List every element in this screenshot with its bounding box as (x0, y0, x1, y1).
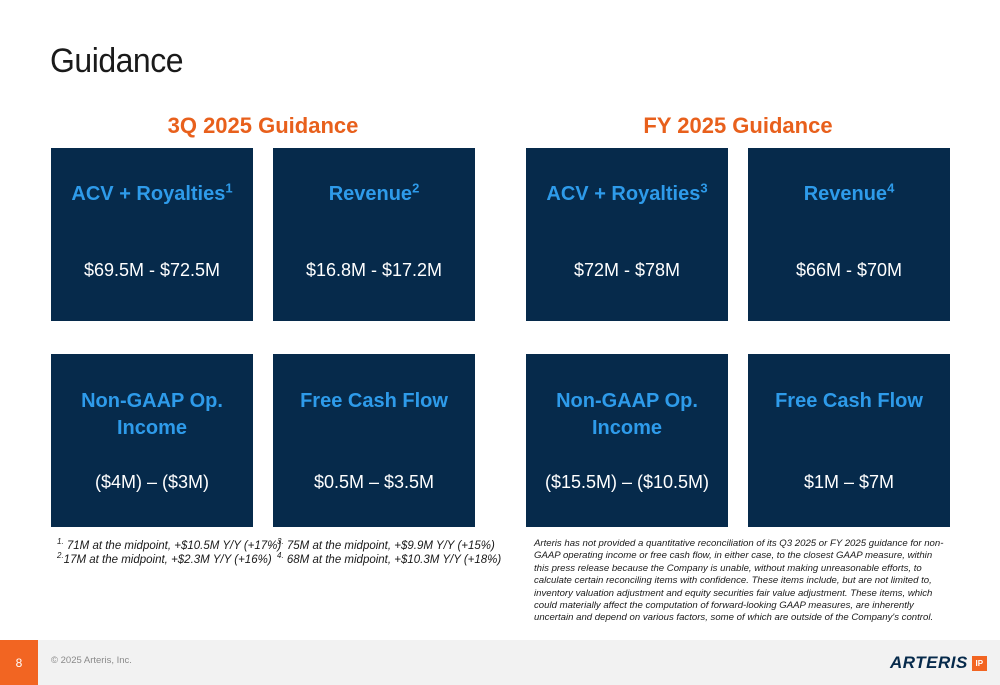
logo-wordmark: ARTERIS (890, 653, 968, 672)
card-title: ACV + Royalties1 (71, 180, 233, 205)
footnote-ref: 2 (412, 180, 420, 196)
footnote-ref: 4 (887, 180, 895, 196)
card-value: $16.8M - $17.2M (305, 260, 443, 280)
card-value: ($15.5M) – ($10.5M) (544, 472, 710, 492)
card-3q-free-cash-flow: Free Cash Flow $0.5M – $3.5M (273, 354, 475, 527)
card-title: ACV + Royalties3 (546, 180, 708, 205)
card-3q-acv-royalties: ACV + Royalties1 $69.5M - $72.5M (51, 148, 253, 321)
card-title: Revenue4 (803, 180, 895, 205)
footnote-4: 4. 68M at the midpoint, +$10.3M Y/Y (+18… (277, 551, 502, 566)
card-fy-acv-royalties: ACV + Royalties3 $72M - $78M (526, 148, 728, 321)
card-value: $1M – $7M (803, 472, 895, 492)
card-value: $0.5M – $3.5M (313, 472, 435, 492)
card-value: ($4M) – ($3M) (94, 472, 210, 492)
footnote-2: 2.17M at the midpoint, +$2.3M Y/Y (+16%) (57, 551, 272, 566)
card-title: Revenue2 (328, 180, 420, 205)
logo-ip-badge: IP (971, 655, 987, 671)
card-3q-non-gaap-op-income: Non-GAAP Op. Income ($4M) – ($3M) (51, 354, 253, 527)
card-title: Free Cash Flow (300, 390, 448, 412)
arteris-logo: ARTERIS IP (890, 653, 987, 672)
card-fy-non-gaap-op-income: Non-GAAP Op. Income ($15.5M) – ($10.5M) (526, 354, 728, 527)
disclaimer-text: Arteris has not provided a quantitative … (534, 538, 944, 624)
card-3q-revenue: Revenue2 $16.8M - $17.2M (273, 148, 475, 321)
card-fy-free-cash-flow: Free Cash Flow $1M – $7M (748, 354, 950, 527)
card-value: $72M - $78M (573, 260, 681, 280)
footnote-ref: 1 (225, 180, 233, 196)
card-title: Non-GAAP Op. Income (556, 390, 698, 439)
page-title: Guidance (50, 42, 184, 80)
card-value: $66M - $70M (795, 260, 903, 280)
footer: 8 © 2025 Arteris, Inc. ARTERIS IP (0, 640, 1000, 685)
copyright: © 2025 Arteris, Inc. (51, 655, 132, 666)
page-number: 8 (0, 640, 38, 685)
footnote-1: 1. 71M at the midpoint, +$10.5M Y/Y (+17… (57, 537, 282, 552)
section-heading-3q: 3Q 2025 Guidance (167, 113, 359, 138)
card-value: $69.5M - $72.5M (83, 260, 221, 280)
card-fy-revenue: Revenue4 $66M - $70M (748, 148, 950, 321)
footnotes-3q: 1. 71M at the midpoint, +$10.5M Y/Y (+17… (57, 537, 282, 567)
section-heading-fy: FY 2025 Guidance (643, 113, 833, 138)
footnote-3: 3. 75M at the midpoint, +$9.9M Y/Y (+15%… (277, 537, 495, 552)
footnotes-fy: 3. 75M at the midpoint, +$9.9M Y/Y (+15%… (277, 537, 502, 567)
card-title: Non-GAAP Op. Income (81, 390, 223, 439)
card-title: Free Cash Flow (775, 390, 923, 412)
footnote-ref: 3 (700, 180, 708, 196)
